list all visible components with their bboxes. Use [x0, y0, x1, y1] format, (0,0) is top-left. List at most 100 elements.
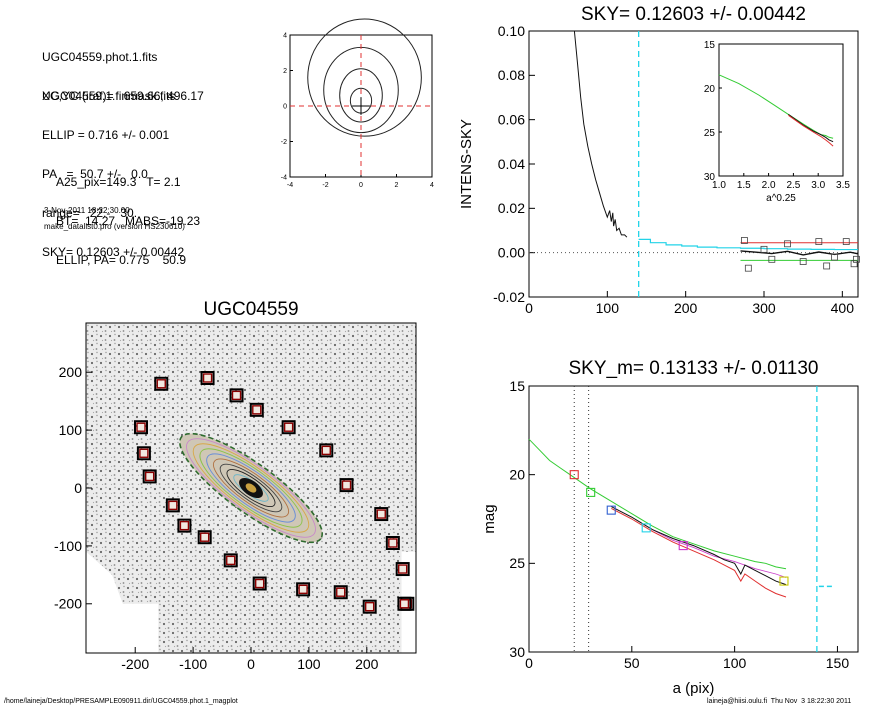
galaxy-nucleus	[245, 483, 257, 493]
sky-box-inner	[156, 379, 166, 389]
mag-x-label: 100	[723, 655, 747, 671]
map-x-label: 100	[297, 656, 321, 672]
mag-ylabel: mag	[481, 504, 498, 533]
map-y-label: 200	[59, 364, 83, 380]
inset-x-label: 3.5	[836, 180, 850, 191]
sky-box	[197, 530, 212, 545]
mag-x-label: 150	[826, 655, 850, 671]
mag-marker	[606, 505, 616, 515]
sky-box	[362, 599, 377, 614]
sky-box-inner	[254, 578, 265, 589]
sky-box-inner	[168, 500, 178, 511]
isophote	[219, 463, 283, 513]
param-line: SKY= 0.12603 +/- 0.00442	[42, 245, 185, 259]
mag-y-label: 15	[509, 378, 525, 394]
sky-x-label: 100	[596, 300, 620, 316]
contour-lines	[307, 18, 422, 137]
sky-box	[319, 443, 334, 458]
sky-box-inner	[136, 422, 146, 432]
sky-box-marker	[784, 240, 791, 248]
isophote	[186, 438, 316, 538]
intensity-curve	[573, 30, 628, 238]
sky-box-inner	[388, 538, 398, 548]
sky-box	[200, 371, 215, 385]
sky-x-label: 0	[525, 300, 533, 316]
date-stamp: 3-Nov-2011 18:22:30.00	[44, 206, 130, 215]
fit-params: XC,YC (iraf)= 659.66, 496.17 ELLIP = 0.7…	[42, 64, 204, 272]
sky-ylabel: INTENS-SKY	[458, 119, 475, 209]
galaxy-isophotes	[178, 432, 324, 544]
contour-y-label: 4	[283, 33, 287, 40]
contour-y-label: 2	[283, 68, 287, 75]
param-line: PA = 50.7 +/- 0.0	[42, 167, 148, 181]
inset-black-curve	[788, 113, 834, 143]
sky-box	[249, 402, 264, 417]
sky-box-inner	[199, 532, 210, 542]
mag-red-curve	[611, 507, 787, 598]
sky-box-marker	[823, 262, 831, 270]
sky-x-label: 200	[674, 300, 698, 316]
contour-line	[307, 18, 422, 137]
mag-marker	[779, 576, 789, 586]
mag-frame	[528, 385, 859, 653]
sky-box	[154, 376, 169, 391]
sky-box-inner	[226, 555, 236, 566]
map-x-label: 200	[355, 656, 379, 672]
mag-green-curve	[528, 438, 787, 570]
sky-box	[395, 562, 410, 577]
isophote	[213, 458, 289, 518]
contour-x-label: 2	[395, 182, 399, 189]
sky-box	[397, 596, 412, 611]
sky-box-inner	[179, 520, 190, 531]
sky-box-marker	[842, 238, 850, 245]
map-x-label: -100	[179, 656, 207, 672]
map-y-label: -100	[54, 538, 82, 554]
sky-box-marker	[799, 258, 807, 265]
sky-box-inner	[298, 584, 308, 595]
map-y-label: 100	[59, 422, 83, 438]
inset-y-label: 20	[704, 84, 716, 95]
isophote	[199, 448, 303, 528]
param-line: range= 22.- 30.	[42, 206, 138, 220]
sky-box-inner	[231, 390, 242, 401]
sky-box	[177, 518, 192, 533]
sky-box-inner	[376, 509, 386, 519]
mag-marker	[678, 541, 688, 551]
param-line: XC,YC (iraf)= 659.66, 496.17	[42, 89, 204, 103]
mag-y-label: 30	[509, 644, 525, 660]
inset-x-label: 2.0	[762, 180, 776, 191]
mag-marker	[586, 487, 596, 497]
sky-box-marker	[831, 253, 838, 261]
header-line: UGC04559.phot.1.fits	[42, 50, 158, 64]
contour-x-label: 0	[359, 182, 363, 189]
mag-magenta-curve	[652, 529, 787, 578]
mag-y-label: 25	[509, 555, 525, 571]
result-line: A25_pix=149.3 T= 2.1	[56, 175, 181, 189]
result-line: ELLIP, PA= 0.775 50.9	[56, 253, 186, 267]
program-name: make_datalist0.pro (version HS230610)	[44, 222, 185, 231]
sky-box	[252, 576, 267, 591]
isophote	[192, 443, 310, 533]
sky-box-inner	[202, 373, 213, 383]
sky-box-marker	[741, 237, 748, 244]
sky-box	[134, 420, 148, 435]
sky-y-label: 0.00	[498, 245, 525, 261]
sky-box	[223, 553, 238, 568]
isophote	[226, 468, 276, 508]
mag-marker	[569, 470, 579, 480]
map-x-label: 0	[247, 656, 255, 672]
sky-x-label: 400	[831, 300, 855, 316]
sky-box-inner	[399, 599, 410, 609]
contour-x-label: 4	[430, 182, 434, 189]
mag-xlabel: a (pix)	[673, 680, 715, 697]
sky-y-label: 0.02	[498, 200, 525, 216]
sky-box-marker	[768, 255, 776, 263]
inset-x-label: 1.0	[712, 180, 726, 191]
sky-box	[136, 446, 151, 461]
sky-box	[296, 582, 311, 597]
mag-markers	[569, 470, 789, 586]
sky-box-set	[134, 371, 415, 614]
contour-y-label: -4	[281, 175, 287, 182]
sky-box-marker	[744, 264, 752, 272]
